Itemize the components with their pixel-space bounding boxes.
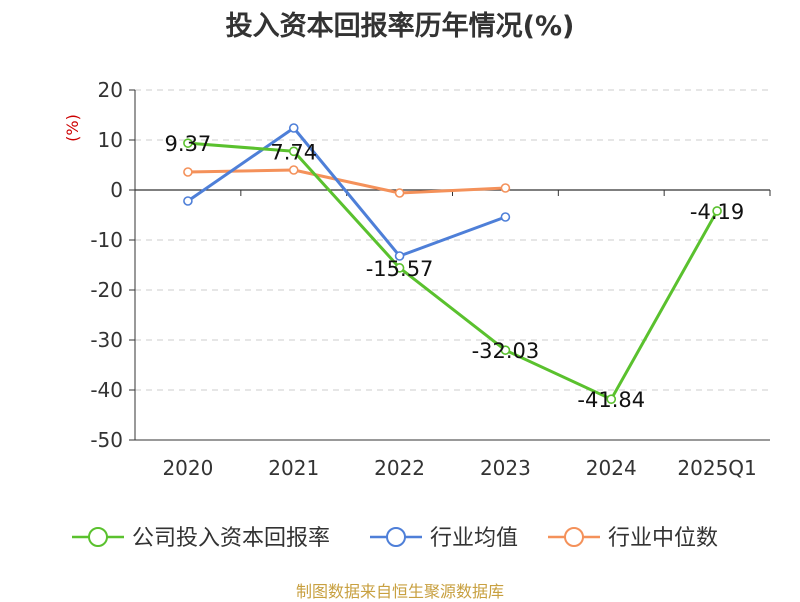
legend-item: 行业中位数 [548, 526, 718, 551]
y-tick-label: 20 [98, 78, 123, 102]
x-tick-label: 2022 [374, 456, 425, 480]
legend-label: 行业中位数 [608, 526, 718, 551]
data-point [183, 196, 193, 206]
data-point [183, 167, 193, 177]
data-point [606, 394, 617, 405]
y-tick-label: -50 [90, 428, 123, 452]
grid-lines [135, 89, 770, 441]
legend-marker [88, 527, 108, 547]
data-point [500, 212, 511, 222]
legend-marker [564, 527, 584, 547]
y-tick-label: -20 [90, 278, 123, 302]
data-label: 9.37 [165, 132, 212, 156]
y-tick-label: -40 [90, 378, 123, 402]
x-tick-label: 2020 [162, 456, 213, 480]
series-2 [183, 165, 511, 198]
legend-marker [386, 527, 406, 547]
data-point [288, 165, 299, 175]
y-axis-label: (%) [63, 114, 82, 142]
data-point [500, 345, 511, 355]
series-line [187, 126, 506, 258]
data-label: -4.19 [690, 200, 744, 224]
y-tick-label: -30 [90, 328, 123, 352]
x-tick-label: 2023 [480, 456, 531, 480]
axes: 20 10 0 -10 -20 -30 -40 -50 2020 2021 2022 2023 2024… [63, 78, 771, 480]
legend-item: 行业均值 [370, 526, 518, 551]
data-point [394, 263, 405, 273]
data-label: -15.57 [366, 257, 434, 281]
series-0 [183, 138, 722, 405]
legend-item: 公司投入资本回报率 [72, 526, 330, 551]
series-lines [183, 123, 722, 405]
x-tick-label: 2024 [586, 456, 637, 480]
data-point [712, 206, 722, 216]
data-point [183, 138, 193, 148]
data-label: 7.74 [270, 140, 317, 164]
legend-label: 行业均值 [430, 526, 518, 551]
y-tick-label: 10 [98, 128, 123, 152]
y-tick-label: -10 [90, 228, 123, 252]
data-labels: 9.37 7.74 -15.57 -32.03 -41.84 -4.19 [165, 132, 745, 412]
data-point [288, 146, 299, 157]
data-label: -32.03 [472, 339, 540, 363]
legend: 公司投入资本回报率 行业均值 行业中位数 [72, 526, 718, 551]
chart-title: 投入资本回报率历年情况(%) [225, 11, 575, 42]
y-tick-label: 0 [110, 178, 123, 202]
data-point [394, 251, 405, 261]
data-point [288, 123, 299, 133]
series-line [187, 141, 719, 401]
x-tick-label: 2025Q1 [677, 456, 756, 480]
series-line [187, 168, 506, 195]
data-label: -41.84 [577, 388, 645, 412]
data-point [500, 183, 511, 193]
x-tick-label: 2021 [268, 456, 319, 480]
legend-label: 公司投入资本回报率 [132, 526, 330, 551]
series-1 [183, 123, 511, 261]
source-note: 制图数据来自恒生聚源数据库 [295, 582, 504, 601]
data-point [394, 188, 405, 198]
